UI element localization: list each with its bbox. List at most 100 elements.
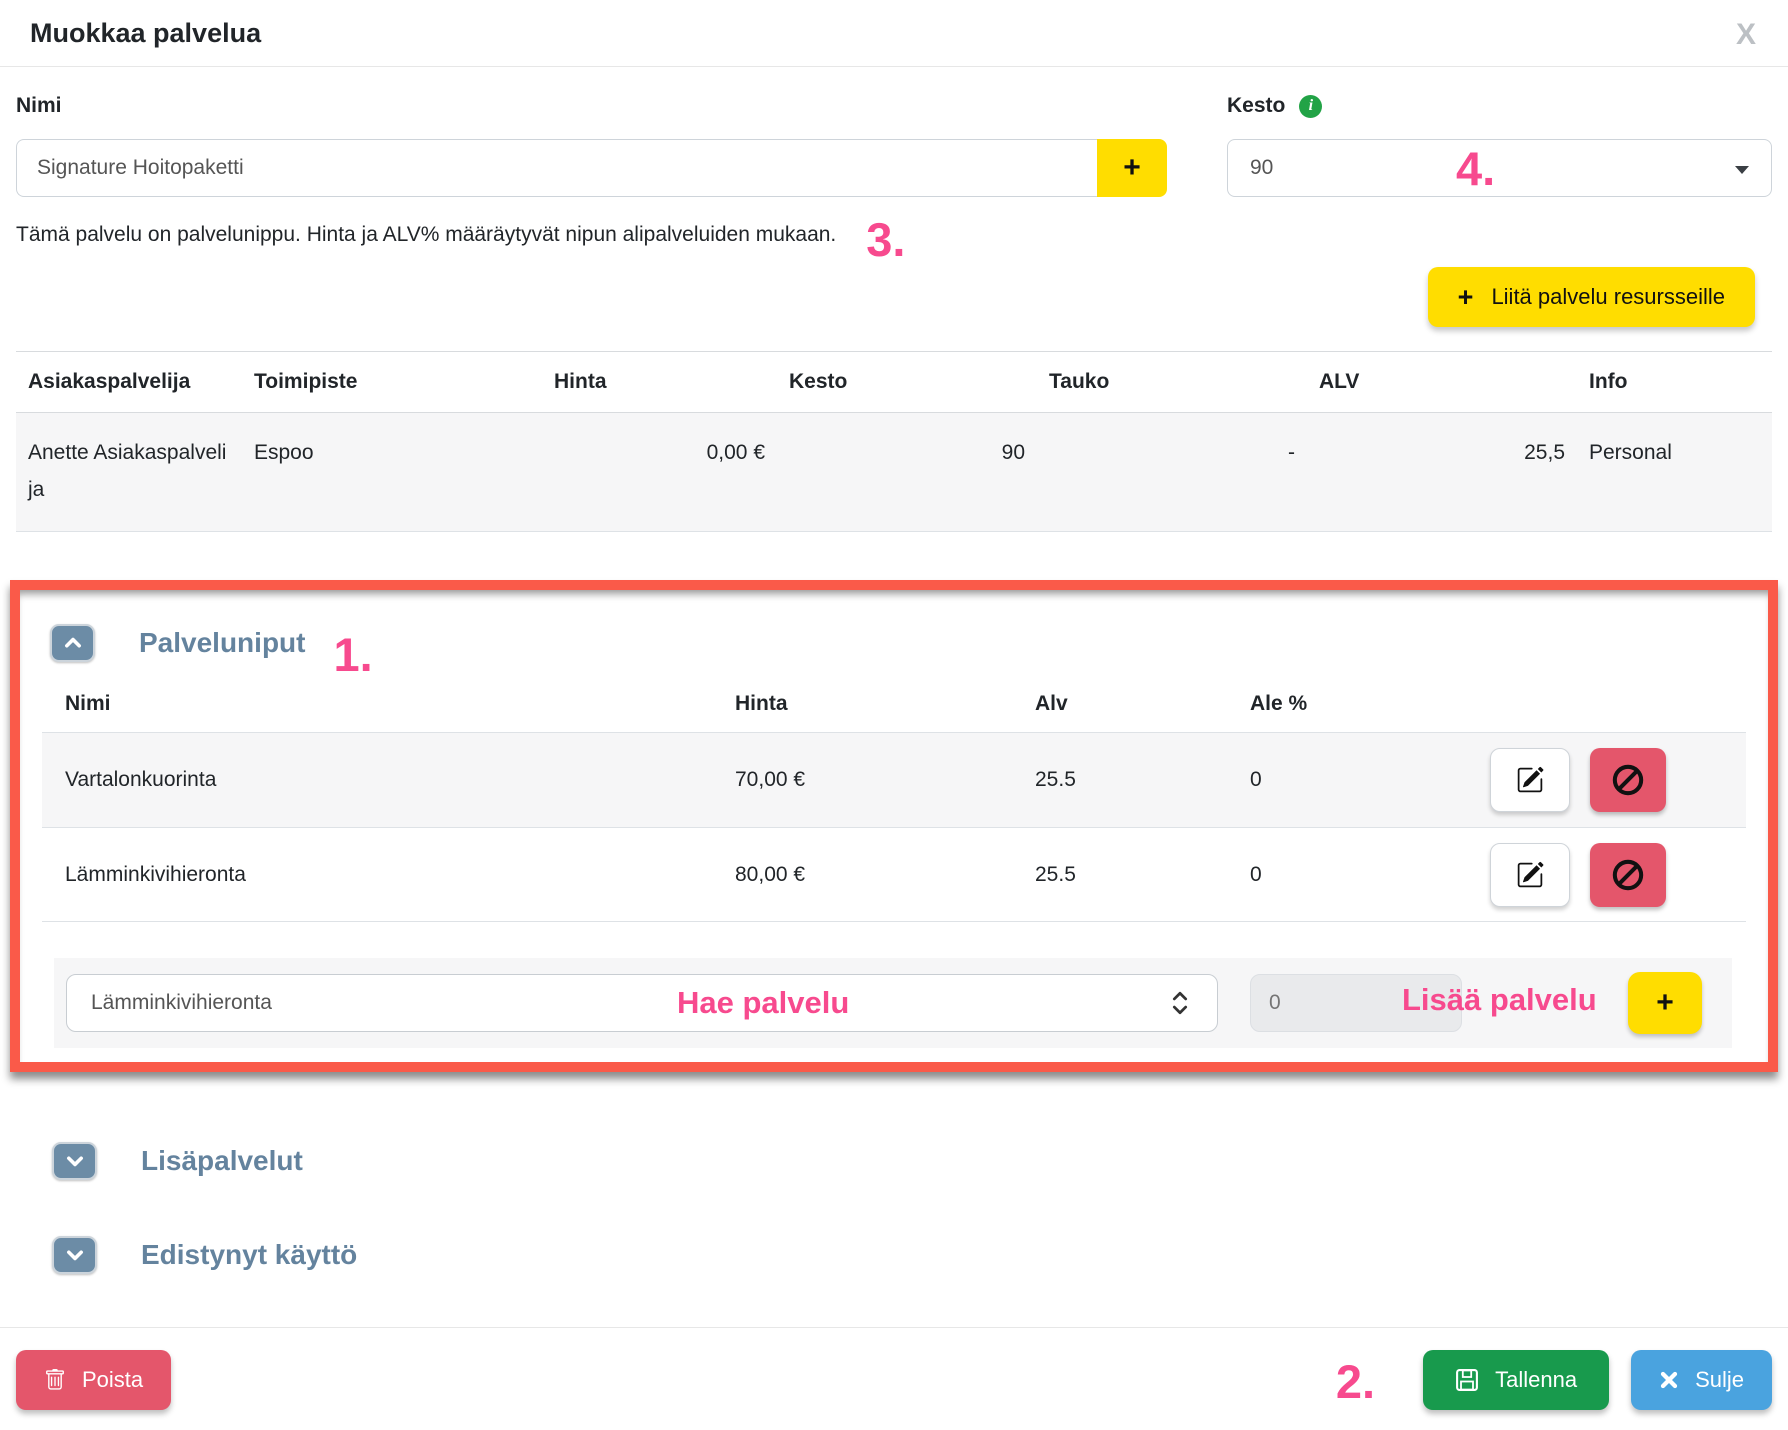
col-info: Info [1577,351,1772,414]
lisapalvelut-title: Lisäpalvelut [141,1145,303,1177]
bundle-row-alv: 25.5 [1035,768,1076,792]
name-label: Nimi [16,94,62,117]
disable-subservice-button[interactable] [1590,842,1666,907]
annotation-highlight-box: Palveluniput 1. Nimi Hinta Alv Ale % Var… [10,579,1778,1073]
ban-icon [1612,859,1644,890]
bundle-col-ale: Ale % [1250,692,1308,716]
cell-kesto: 90 [777,412,1037,532]
col-tauko: Tauko [1037,351,1307,414]
pencil-square-icon [1517,766,1544,793]
cell-toimipiste: Espoo [242,412,542,532]
disable-subservice-button[interactable] [1590,748,1666,813]
cell-asiakaspalvelija: Anette Asiakaspalvelija [16,412,242,532]
bundle-row-alv: 25.5 [1035,862,1076,886]
plus-icon: + [1457,281,1474,312]
form-row: Nimi + Kesto i 90 4. [16,93,1772,197]
col-alv: ALV [1307,351,1577,414]
cell-alv: 25,5 [1307,412,1577,532]
bundle-col-hinta: Hinta [735,692,788,716]
pencil-square-icon [1517,861,1544,887]
duration-label-row: Kesto i [1227,93,1772,119]
annotation-2: 2. [1335,1354,1376,1408]
attach-row: + Liitä palvelu resursseille [16,267,1772,328]
service-search-select[interactable]: Lämminkivihieronta Hae palvelu [66,974,1218,1033]
col-kesto: Kesto [777,351,1037,414]
attach-service-button[interactable]: + Liitä palvelu resursseille [1427,267,1755,328]
name-input-group: + [16,139,1167,197]
section-edistynyt: Edistynyt käyttö [52,1236,1772,1275]
add-subservice-row: Lämminkivihieronta Hae palvelu Lisää pal… [54,958,1732,1049]
cell-hinta: 0,00 € [542,412,777,532]
annotation-3: 3. [866,213,906,266]
bundle-row-name: Lämminkivihieronta [65,862,246,886]
select-chevrons-icon [1172,991,1188,1015]
page-title: Muokkaa palvelua [30,18,262,48]
delete-label: Poista [82,1367,144,1392]
col-asiakaspalvelija: Asiakaspalvelija [16,351,242,414]
bundle-row-actions [1490,842,1746,907]
annotation-hae-palvelu: Hae palvelu [677,985,850,1021]
close-label: Sulje [1695,1367,1744,1392]
bundle-col-alv: Alv [1035,692,1068,716]
chevron-down-icon [66,1250,83,1261]
modal-header: Muokkaa palvelua X [0,0,1788,67]
duration-select[interactable]: 90 4. [1227,139,1772,197]
bundle-row-price: 70,00 € [735,768,806,792]
save-icon [1456,1369,1479,1391]
bundle-row-ale: 0 [1250,862,1262,886]
close-icon[interactable]: X [1735,18,1756,51]
section-lisapalvelut: Lisäpalvelut [52,1142,1772,1181]
name-input[interactable] [16,139,1097,197]
x-icon [1660,1371,1678,1389]
bundle-row: Lämminkivihieronta 80,00 € 25.5 0 [42,827,1746,923]
close-button[interactable]: Sulje [1631,1350,1772,1410]
bundle-col-nimi: Nimi [65,692,111,716]
delete-button[interactable]: Poista [16,1350,172,1410]
duration-label: Kesto [1227,94,1286,117]
cell-info: Personal [1577,412,1772,532]
bundle-row-ale: 0 [1250,768,1262,792]
quantity-input[interactable] [1250,974,1462,1033]
bundle-table-header: Nimi Hinta Alv Ale % [42,664,1746,732]
duration-field-group: Kesto i 90 4. [1227,93,1772,197]
name-field-group: Nimi + [16,93,1167,197]
annotation-lisaa-palvelu: Lisää palvelu [1402,982,1597,1018]
annotation-1: 1. [333,627,373,681]
attach-service-label: Liitä palvelu resursseille [1491,284,1725,310]
bundle-row-actions [1490,748,1746,813]
cell-tauko: - [1037,412,1307,532]
chevron-down-icon [1735,166,1749,174]
expand-edistynyt-button[interactable] [52,1236,97,1275]
bundle-note-row: Tämä palvelu on palvelunippu. Hinta ja A… [16,216,1772,265]
col-hinta: Hinta [542,351,777,414]
bundle-section-title: Palveluniput [139,626,306,658]
save-button[interactable]: Tallenna [1423,1350,1610,1410]
info-icon[interactable]: i [1299,94,1323,118]
edit-subservice-button[interactable] [1490,842,1570,907]
chevron-down-icon [66,1156,83,1167]
edistynyt-title: Edistynyt käyttö [141,1239,358,1271]
add-subservice-button[interactable]: + [1628,972,1702,1035]
duration-value: 90 [1250,156,1274,179]
resources-header-row: Asiakaspalvelija Toimipiste Hinta Kesto … [16,351,1772,414]
modal-body: Nimi + Kesto i 90 4. Tämä palve [0,67,1788,1293]
ban-icon [1612,764,1644,796]
service-search-value: Lämminkivihieronta [91,991,272,1015]
add-name-button[interactable]: + [1097,139,1167,197]
annotation-4: 4. [1456,142,1496,195]
modal-footer: Poista 2. Tallenna Sulje [0,1327,1788,1430]
bundle-row-price: 80,00 € [735,862,806,886]
bundle-section-header: Palveluniput 1. [50,622,1746,678]
chevron-up-icon [64,637,81,648]
trash-icon [46,1369,64,1390]
resources-table: Asiakaspalvelija Toimipiste Hinta Kesto … [16,351,1772,532]
expand-lisapalvelut-button[interactable] [52,1142,97,1181]
table-row[interactable]: Anette Asiakaspalvelija Espoo 0,00 € 90 … [16,412,1772,532]
bundle-row: Vartalonkuorinta 70,00 € 25.5 0 [42,732,1746,828]
bundle-note: Tämä palvelu on palvelunippu. Hinta ja A… [16,223,837,246]
edit-subservice-button[interactable] [1490,748,1570,813]
bundle-row-name: Vartalonkuorinta [65,768,217,792]
collapse-bundle-button[interactable] [50,623,95,662]
save-label: Tallenna [1495,1367,1578,1392]
